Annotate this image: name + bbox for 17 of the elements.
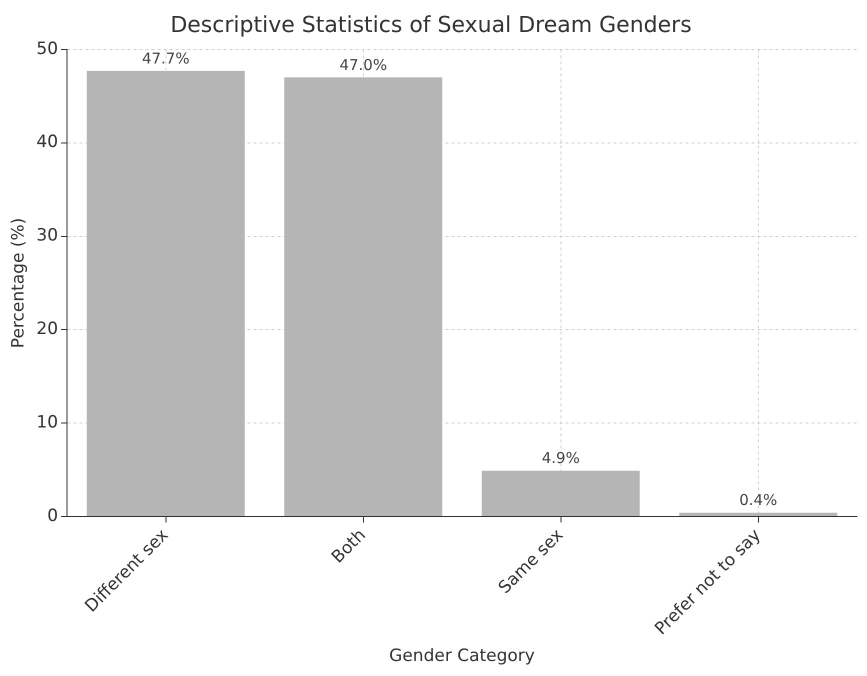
x-axis-title: Gender Category (389, 646, 535, 666)
data-label: 47.0% (339, 56, 388, 74)
y-tick-label: 20 (36, 319, 58, 340)
bar (86, 70, 245, 516)
y-tick-label: 50 (36, 38, 58, 59)
y-tick-label: 40 (36, 132, 58, 152)
data-label: 4.9% (542, 449, 580, 468)
y-tick-label: 0 (47, 506, 58, 526)
bar (482, 470, 640, 516)
y-axis-title: Percentage (%) (8, 218, 29, 348)
y-tick-label: 30 (36, 226, 58, 246)
bar (284, 77, 442, 516)
chart-title: Descriptive Statistics of Sexual Dream Genders (170, 12, 692, 38)
bar (679, 512, 838, 516)
y-tick-label: 10 (36, 412, 58, 433)
data-label: 0.4% (739, 491, 778, 510)
data-label: 47.7% (142, 49, 190, 68)
